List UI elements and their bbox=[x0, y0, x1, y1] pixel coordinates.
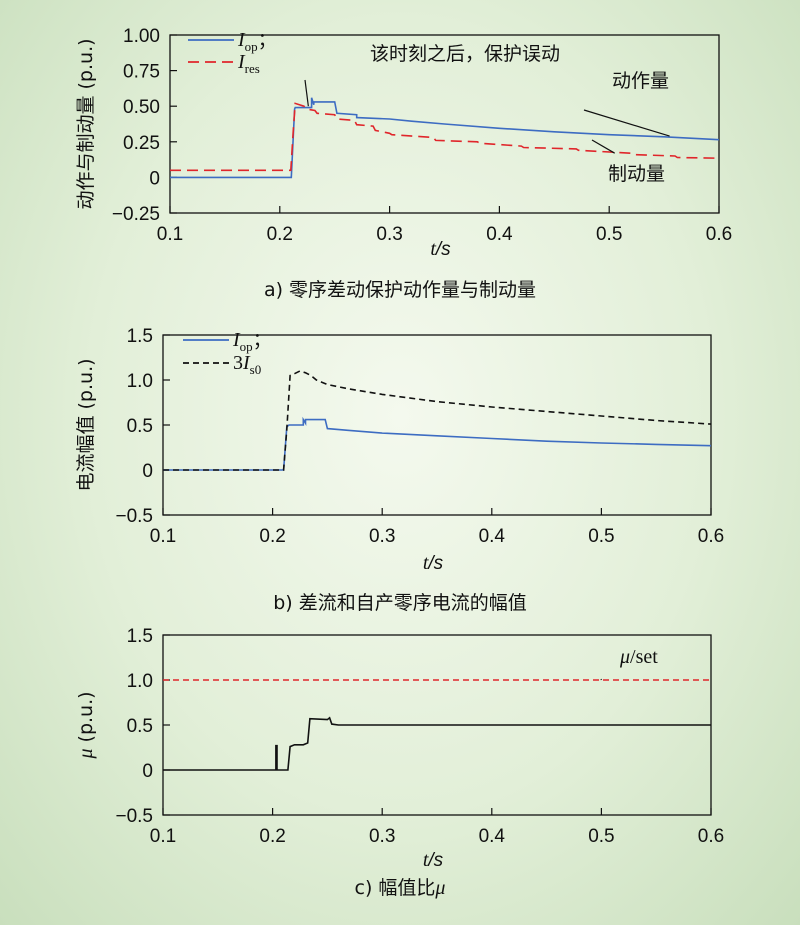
x-tick-label: 0.1 bbox=[150, 526, 176, 547]
y-tick-label: 0 bbox=[142, 461, 153, 482]
y-tick-label: 1.0 bbox=[127, 371, 153, 392]
y-axis-label: μ (p.u.) bbox=[75, 691, 97, 759]
legend-label: Ires bbox=[237, 51, 260, 76]
x-axis-label: t/s bbox=[430, 238, 451, 260]
x-tick-label: 0.6 bbox=[706, 224, 732, 245]
x-axis-label: t/s bbox=[423, 849, 444, 871]
y-tick-label: 1.00 bbox=[123, 26, 160, 47]
x-tick-label: 0.6 bbox=[698, 526, 724, 547]
y-tick-label: 1.5 bbox=[127, 326, 153, 347]
y-tick-label: −0.5 bbox=[115, 506, 153, 527]
series-line-I-res bbox=[170, 102, 719, 172]
series-line-3I-s0 bbox=[163, 370, 711, 471]
annotation-text: 制动量 bbox=[608, 163, 665, 185]
y-tick-label: 0 bbox=[149, 168, 160, 189]
x-tick-label: 0.2 bbox=[259, 526, 285, 547]
x-tick-label: 0.5 bbox=[588, 826, 614, 847]
x-tick-label: 0.1 bbox=[157, 224, 183, 245]
x-tick-label: 0.5 bbox=[588, 526, 614, 547]
chart-2: 0.1 0.2 0.3 0.4 0.5 0.6 −0.5 0 0.5 1.0 1.5 t/s 电流幅值 … bbox=[75, 326, 724, 614]
annotation-leader bbox=[591, 139, 615, 154]
x-tick-label: 0.3 bbox=[376, 224, 402, 245]
x-tick-label: 0.1 bbox=[150, 826, 176, 847]
chart-caption: c) 幅值比μ bbox=[355, 877, 446, 899]
y-tick-label: −0.25 bbox=[112, 204, 160, 225]
x-tick-label: 0.4 bbox=[486, 224, 513, 245]
y-tick-label: 1.5 bbox=[127, 626, 153, 647]
annotation-text: 该时刻之后，保护误动 bbox=[370, 43, 560, 65]
annotation-text: μ/set bbox=[619, 646, 658, 668]
y-tick-label: −0.5 bbox=[115, 806, 153, 827]
x-tick-label: 0.3 bbox=[369, 826, 395, 847]
y-tick-label: 0.50 bbox=[123, 97, 160, 118]
x-tick-label: 0.5 bbox=[596, 224, 622, 245]
y-tick-label: 0.5 bbox=[127, 716, 153, 737]
chart-1: 0.1 0.2 0.3 0.4 0.5 0.6 −0.25 0 0.25 0.50 0.75 1.00… bbox=[75, 26, 732, 301]
legend-label: Iop； bbox=[232, 329, 272, 354]
chart-caption: a) 零序差动保护动作量与制动量 bbox=[264, 279, 536, 301]
x-tick-label: 0.2 bbox=[259, 826, 285, 847]
y-axis-label: 电流幅值 (p.u.) bbox=[75, 358, 97, 491]
x-tick-label: 0.4 bbox=[479, 526, 506, 547]
y-tick-label: 0.5 bbox=[127, 416, 153, 437]
series-line-- bbox=[163, 716, 711, 771]
legend-label: Iop； bbox=[237, 29, 277, 54]
x-tick-label: 0.6 bbox=[698, 826, 724, 847]
annotation-text: 动作量 bbox=[612, 70, 669, 92]
annotation-leader bbox=[583, 109, 670, 137]
y-tick-label: 1.0 bbox=[127, 671, 153, 692]
x-tick-label: 0.2 bbox=[267, 224, 293, 245]
y-tick-label: 0 bbox=[142, 761, 153, 782]
y-tick-label: 0.25 bbox=[123, 133, 160, 154]
chart-3: 0.1 0.2 0.3 0.4 0.5 0.6 −0.5 0 0.5 1.0 1.5 t/s μ (p.… bbox=[75, 626, 724, 899]
x-tick-label: 0.4 bbox=[479, 826, 506, 847]
chart-caption: b) 差流和自产零序电流的幅值 bbox=[273, 592, 527, 614]
plot-frame bbox=[169, 34, 720, 214]
series-line-I-op bbox=[170, 97, 719, 179]
annotation-leader bbox=[304, 79, 309, 107]
x-axis-label: t/s bbox=[423, 552, 444, 574]
series-line-I-op bbox=[163, 416, 711, 471]
y-tick-label: 0.75 bbox=[123, 62, 160, 83]
y-axis-label: 动作与制动量 (p.u.) bbox=[75, 38, 97, 209]
legend-label: 3Is0 bbox=[233, 352, 261, 377]
x-tick-label: 0.3 bbox=[369, 526, 395, 547]
